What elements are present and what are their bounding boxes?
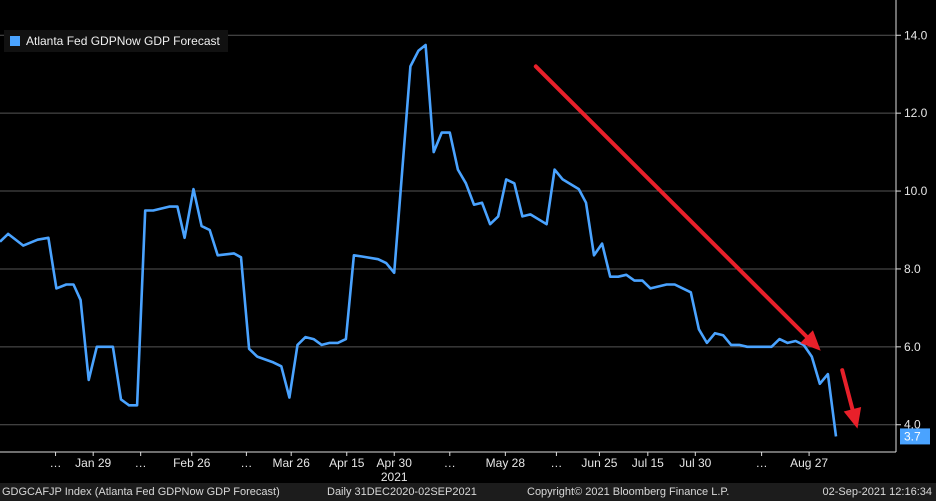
legend-swatch <box>10 36 20 46</box>
last-value-box-0 <box>900 428 930 445</box>
y-tick-label-1: 6.0 <box>904 340 921 354</box>
x-tick-label-6: Apr 15 <box>329 456 365 470</box>
x-tick-label-1: Jan 29 <box>75 456 111 470</box>
arrow-shaft-0 <box>533 64 809 339</box>
x-axis: … Jan 29 … Feb 26 … Mar 26 Apr 15 Apr 30 … May 28… <box>0 451 896 484</box>
legend-label: Atlanta Fed GDPNow GDP Forecast <box>26 34 220 48</box>
y-tick-label-2: 8.0 <box>904 262 921 276</box>
x-tick-label-2: … <box>135 456 147 470</box>
y-tick-label-5: 14.0 <box>904 28 928 42</box>
series-layer: 3.7 <box>0 43 930 445</box>
series-line-0 <box>0 43 838 437</box>
y-tick-label-3: 10.0 <box>904 184 928 198</box>
footer-bar: GDGCAFJP Index (Atlanta Fed GDPNow GDP F… <box>0 483 936 501</box>
y-axis: 4.0 6.0 8.0 10.0 12.0 14.0 <box>895 0 928 452</box>
y-tick-label-0: 4.0 <box>904 418 921 432</box>
x-tick-label-13: Jul 30 <box>679 456 711 470</box>
x-year-label: 2021 <box>381 470 408 484</box>
x-tick-label-12: Jul 15 <box>632 456 664 470</box>
y-tick-label-4: 12.0 <box>904 106 928 120</box>
arrow-head-0 <box>800 330 821 351</box>
annotation-layer <box>533 64 862 429</box>
x-tick-label-5: Mar 26 <box>273 456 311 470</box>
last-value-label-0: 3.7 <box>904 429 921 443</box>
legend: Atlanta Fed GDPNow GDP Forecast <box>4 30 228 52</box>
arrow-shaft-1 <box>840 368 855 412</box>
x-tick-label-0: … <box>50 456 62 470</box>
footer-copyright: Copyright© 2021 Bloomberg Finance L.P. <box>527 486 730 498</box>
x-tick-label-3: Feb 26 <box>173 456 211 470</box>
footer-range: Daily 31DEC2020-02SEP2021 <box>327 486 477 498</box>
x-tick-label-7: Apr 30 <box>377 456 413 470</box>
x-tick-label-4: … <box>240 456 252 470</box>
x-tick-label-15: Aug 27 <box>790 456 828 470</box>
arrow-head-1 <box>843 407 862 429</box>
x-tick-label-8: … <box>444 456 456 470</box>
gridlines <box>0 34 896 426</box>
x-tick-label-11: Jun 25 <box>581 456 617 470</box>
x-tick-label-14: … <box>756 456 768 470</box>
footer-index: GDGCAFJP Index (Atlanta Fed GDPNow GDP F… <box>2 486 280 498</box>
footer-timestamp: 02-Sep-2021 12:16:34 <box>822 486 932 498</box>
x-tick-label-9: May 28 <box>486 456 526 470</box>
x-tick-label-10: … <box>550 456 562 470</box>
